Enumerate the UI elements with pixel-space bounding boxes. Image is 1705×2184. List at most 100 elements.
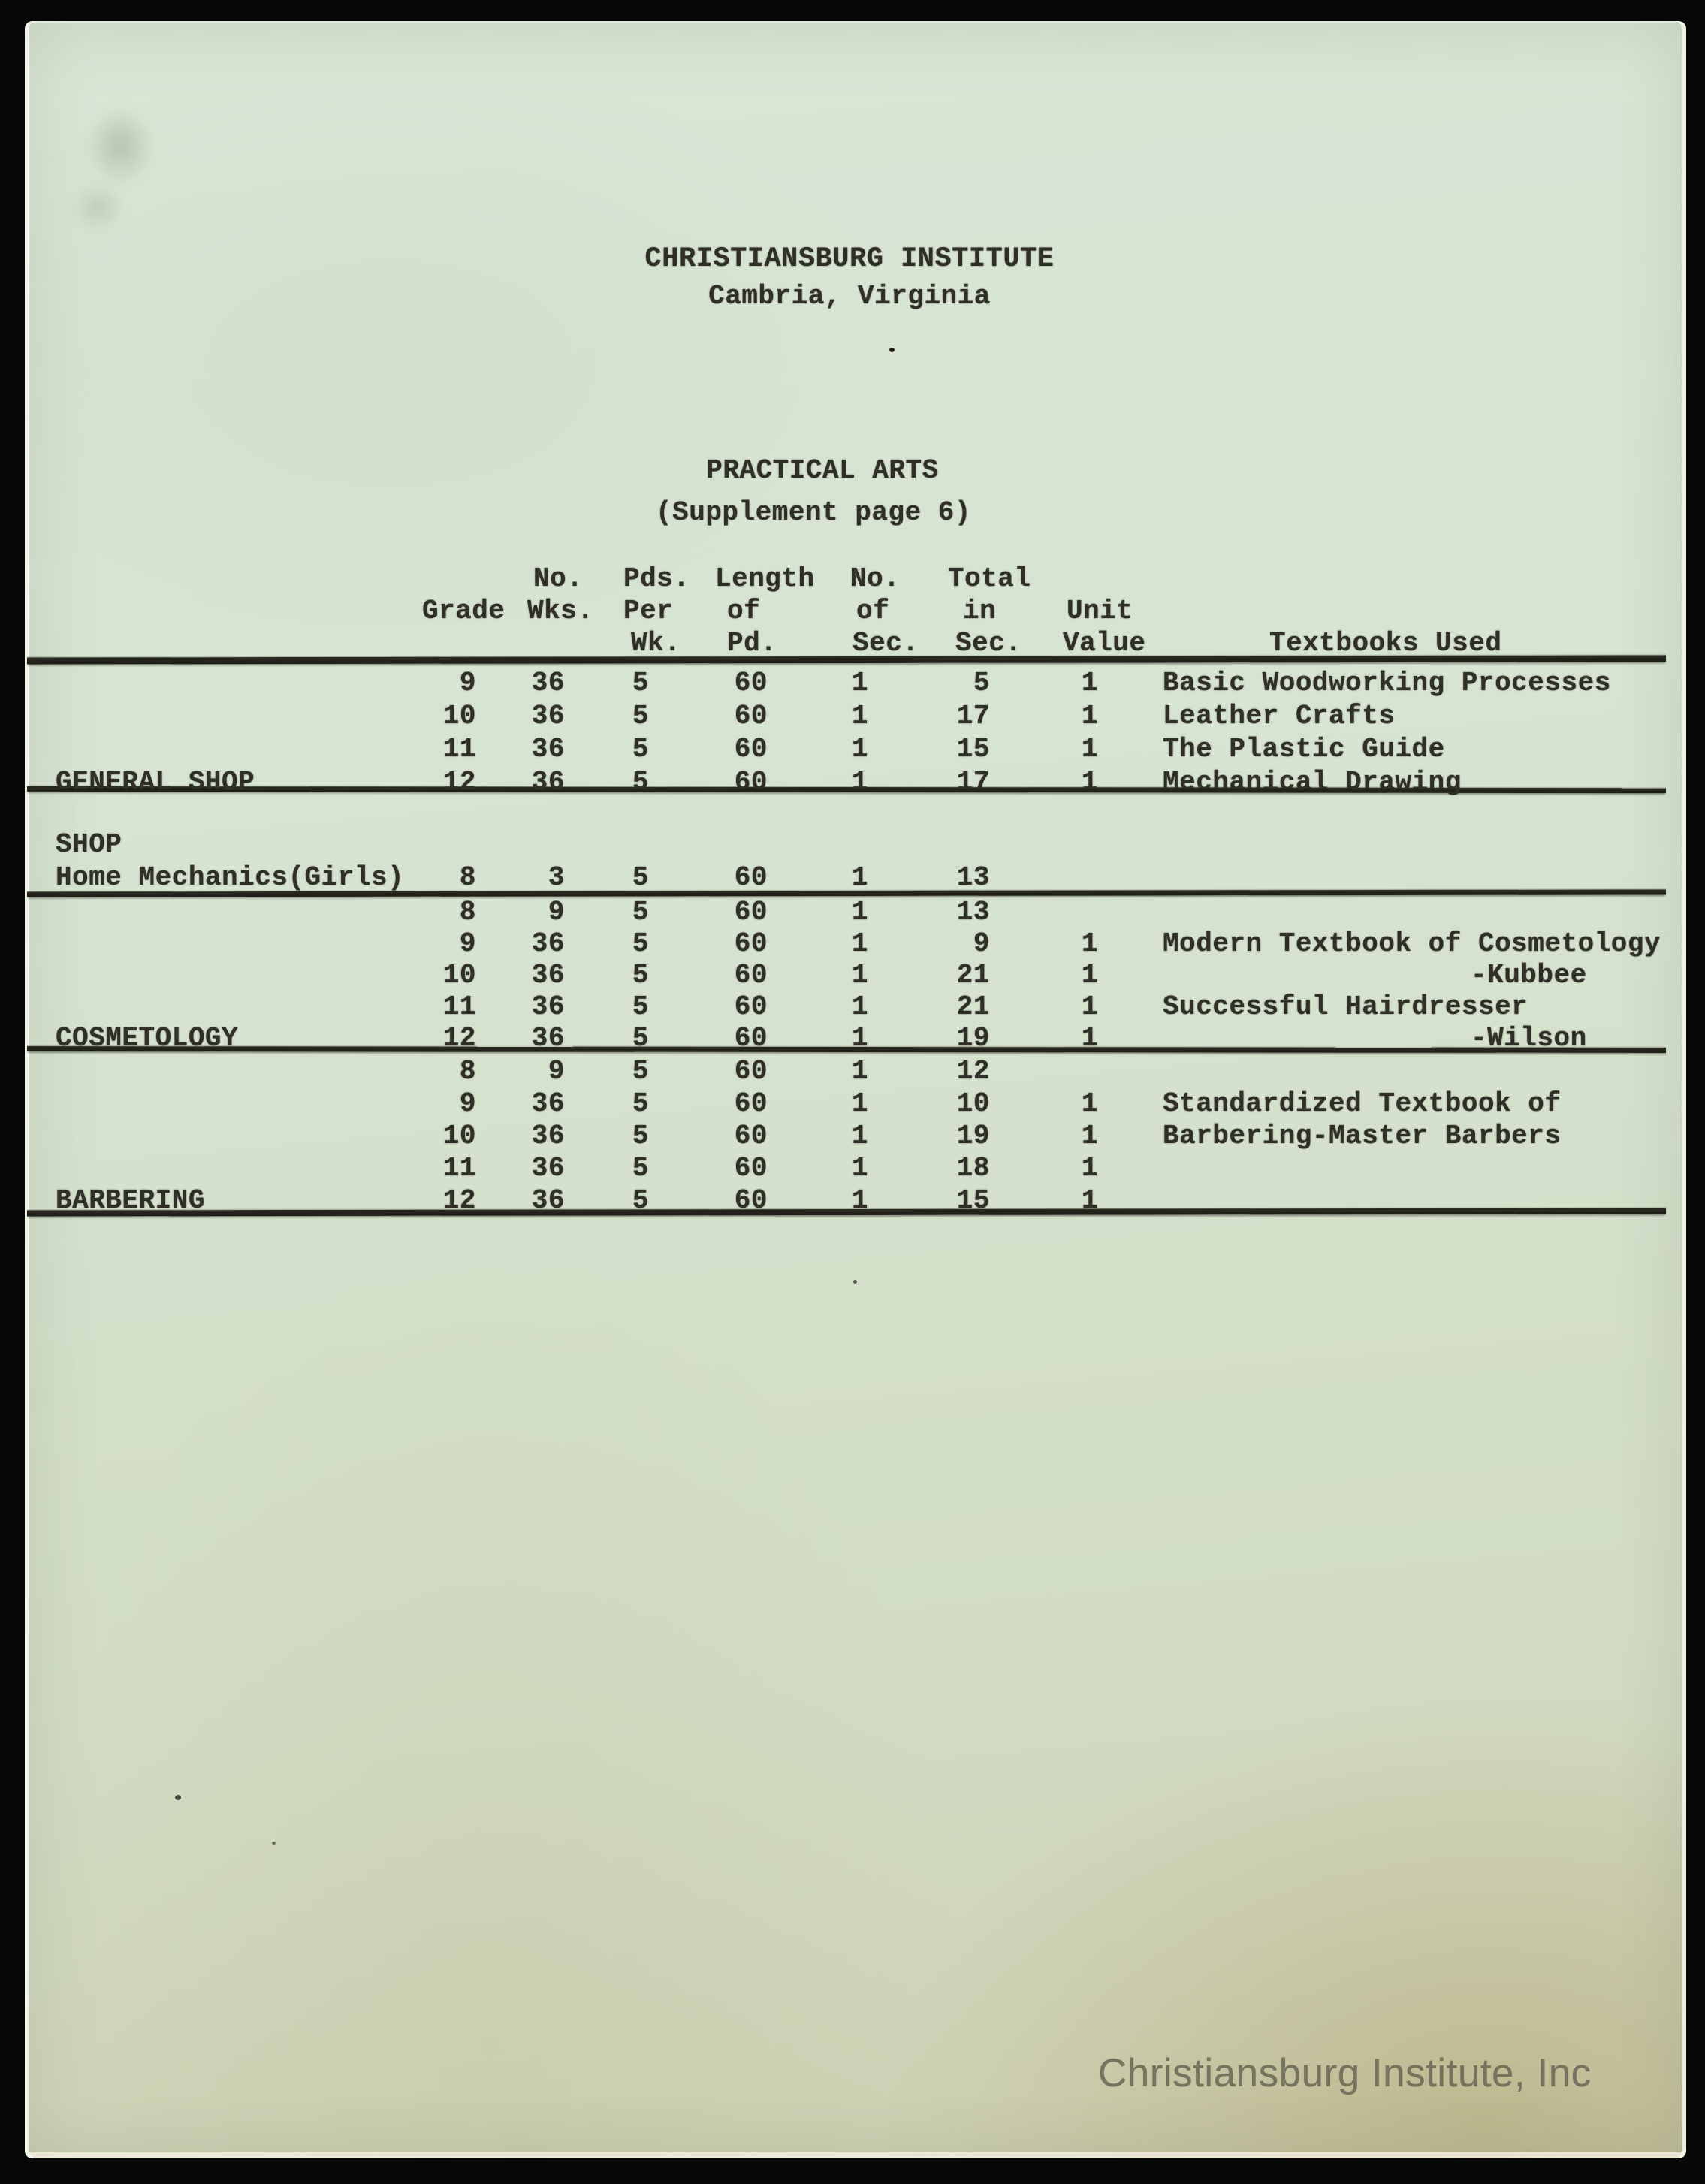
table-header-line-3: Wk. Pd. Sec. Sec. Value Textbooks Used bbox=[0, 629, 1705, 659]
unit-value-cell: 1 bbox=[1081, 767, 1098, 798]
weeks-cell: 36 bbox=[531, 1023, 565, 1054]
document-title: PRACTICAL ARTS bbox=[706, 455, 939, 486]
total-in-section-cell: 21 bbox=[956, 991, 990, 1022]
col-unit-2: Value bbox=[1063, 628, 1146, 659]
total-in-section-cell: 18 bbox=[956, 1153, 990, 1184]
paper-speck bbox=[175, 1795, 181, 1800]
section-label: Home Mechanics(Girls) bbox=[56, 862, 405, 893]
grade-cell: 10 bbox=[442, 960, 476, 991]
periods-per-week-cell: 5 bbox=[632, 1023, 649, 1054]
periods-per-week-cell: 5 bbox=[632, 668, 649, 698]
periods-per-week-cell: 5 bbox=[632, 1121, 649, 1151]
grade-cell: 9 bbox=[459, 928, 476, 959]
period-length-cell: 60 bbox=[734, 734, 768, 765]
period-length-cell: 60 bbox=[734, 1023, 768, 1054]
grade-cell: 11 bbox=[442, 734, 476, 765]
num-sections-cell: 1 bbox=[851, 1056, 868, 1087]
num-sections-cell: 1 bbox=[851, 734, 868, 765]
textbook-cell: Leather Crafts bbox=[1163, 701, 1396, 732]
unit-value-cell: 1 bbox=[1081, 960, 1098, 991]
weeks-cell: 36 bbox=[531, 767, 565, 798]
grade-cell: 12 bbox=[442, 767, 476, 798]
grade-cell: 12 bbox=[442, 1185, 476, 1216]
col-no-sec-3: Sec. bbox=[852, 628, 919, 659]
col-total-1: Total bbox=[948, 563, 1031, 594]
col-textbooks: Textbooks Used bbox=[1269, 628, 1502, 659]
total-in-section-cell: 17 bbox=[956, 701, 990, 732]
periods-per-week-cell: 5 bbox=[632, 734, 649, 765]
num-sections-cell: 1 bbox=[851, 668, 868, 698]
period-length-cell: 60 bbox=[734, 1088, 768, 1119]
periods-per-week-cell: 5 bbox=[632, 960, 649, 991]
num-sections-cell: 1 bbox=[851, 1023, 868, 1054]
periods-per-week-cell: 5 bbox=[632, 1185, 649, 1216]
weeks-cell: 36 bbox=[531, 960, 565, 991]
col-pds-3: Wk. bbox=[631, 628, 681, 659]
period-length-cell: 60 bbox=[734, 767, 768, 798]
textbook-cell: Modern Textbook of Cosmetology bbox=[1163, 928, 1661, 959]
table-row: 10 36 5 60 1 21 1 -Kubbee bbox=[0, 961, 1705, 993]
period-length-cell: 60 bbox=[734, 991, 768, 1022]
paper-speck bbox=[272, 1842, 276, 1845]
total-in-section-cell: 19 bbox=[956, 1121, 990, 1151]
table-row: BARBERING 12 36 5 60 1 15 1 bbox=[0, 1187, 1705, 1218]
periods-per-week-cell: 5 bbox=[632, 862, 649, 893]
table-row: 8 9 5 60 1 13 bbox=[0, 898, 1705, 930]
total-in-section-cell: 15 bbox=[956, 1185, 990, 1216]
period-length-cell: 60 bbox=[734, 701, 768, 732]
col-no-wks-2: Wks. bbox=[527, 596, 594, 626]
grade-cell: 8 bbox=[459, 862, 476, 893]
period-length-cell: 60 bbox=[734, 1185, 768, 1216]
textbook-cell: The Plastic Guide bbox=[1163, 734, 1445, 765]
section-label: BARBERING bbox=[56, 1185, 205, 1216]
total-in-section-cell: 5 bbox=[973, 668, 990, 698]
textbook-cell: -Kubbee bbox=[1471, 960, 1587, 991]
pencil-smudge bbox=[71, 90, 169, 203]
grade-cell: 9 bbox=[459, 668, 476, 698]
grade-cell: 10 bbox=[442, 1121, 476, 1151]
periods-per-week-cell: 5 bbox=[632, 1056, 649, 1087]
weeks-cell: 9 bbox=[548, 1056, 565, 1087]
textbook-cell: Mechanical Drawing bbox=[1163, 767, 1462, 798]
period-length-cell: 60 bbox=[734, 1056, 768, 1087]
num-sections-cell: 1 bbox=[851, 1185, 868, 1216]
periods-per-week-cell: 5 bbox=[632, 991, 649, 1022]
weeks-cell: 36 bbox=[531, 734, 565, 765]
total-in-section-cell: 17 bbox=[956, 767, 990, 798]
weeks-cell: 36 bbox=[531, 701, 565, 732]
period-length-cell: 60 bbox=[734, 668, 768, 698]
num-sections-cell: 1 bbox=[851, 991, 868, 1022]
periods-per-week-cell: 5 bbox=[632, 701, 649, 732]
table-row: 9 36 5 60 1 9 1 Modern Textbook of Cosmetology bbox=[0, 930, 1705, 961]
unit-value-cell: 1 bbox=[1081, 1121, 1098, 1151]
num-sections-cell: 1 bbox=[851, 928, 868, 959]
weeks-cell: 9 bbox=[548, 897, 565, 928]
unit-value-cell: 1 bbox=[1081, 928, 1098, 959]
num-sections-cell: 1 bbox=[851, 1088, 868, 1119]
col-no-sec-2: of bbox=[856, 596, 890, 626]
table-row: 9 36 5 60 1 5 1 Basic Woodworking Processes bbox=[0, 669, 1705, 701]
section-heading: SHOP bbox=[56, 829, 122, 860]
watermark-text: Christiansburg Institute, Inc bbox=[1098, 2051, 1592, 2095]
unit-value-cell: 1 bbox=[1081, 701, 1098, 732]
table-header-line-1: No. Pds. Length No. Total bbox=[0, 565, 1705, 595]
col-unit-1: Unit bbox=[1067, 596, 1133, 626]
periods-per-week-cell: 5 bbox=[632, 1153, 649, 1184]
total-in-section-cell: 13 bbox=[956, 862, 990, 893]
period-length-cell: 60 bbox=[734, 928, 768, 959]
period-length-cell: 60 bbox=[734, 960, 768, 991]
unit-value-cell: 1 bbox=[1081, 1023, 1098, 1054]
table-row: 10 36 5 60 1 19 1 Barbering-Master Barbers bbox=[0, 1122, 1705, 1154]
col-grade: Grade bbox=[422, 596, 505, 626]
document-subtitle: (Supplement page 6) bbox=[656, 497, 971, 528]
unit-value-cell: 1 bbox=[1081, 991, 1098, 1022]
periods-per-week-cell: 5 bbox=[632, 928, 649, 959]
textbook-cell: Standardized Textbook of bbox=[1163, 1088, 1562, 1119]
num-sections-cell: 1 bbox=[851, 960, 868, 991]
grade-cell: 10 bbox=[442, 701, 476, 732]
pencil-smudge bbox=[61, 170, 136, 245]
total-in-section-cell: 19 bbox=[956, 1023, 990, 1054]
weeks-cell: 36 bbox=[531, 1185, 565, 1216]
weeks-cell: 36 bbox=[531, 668, 565, 698]
